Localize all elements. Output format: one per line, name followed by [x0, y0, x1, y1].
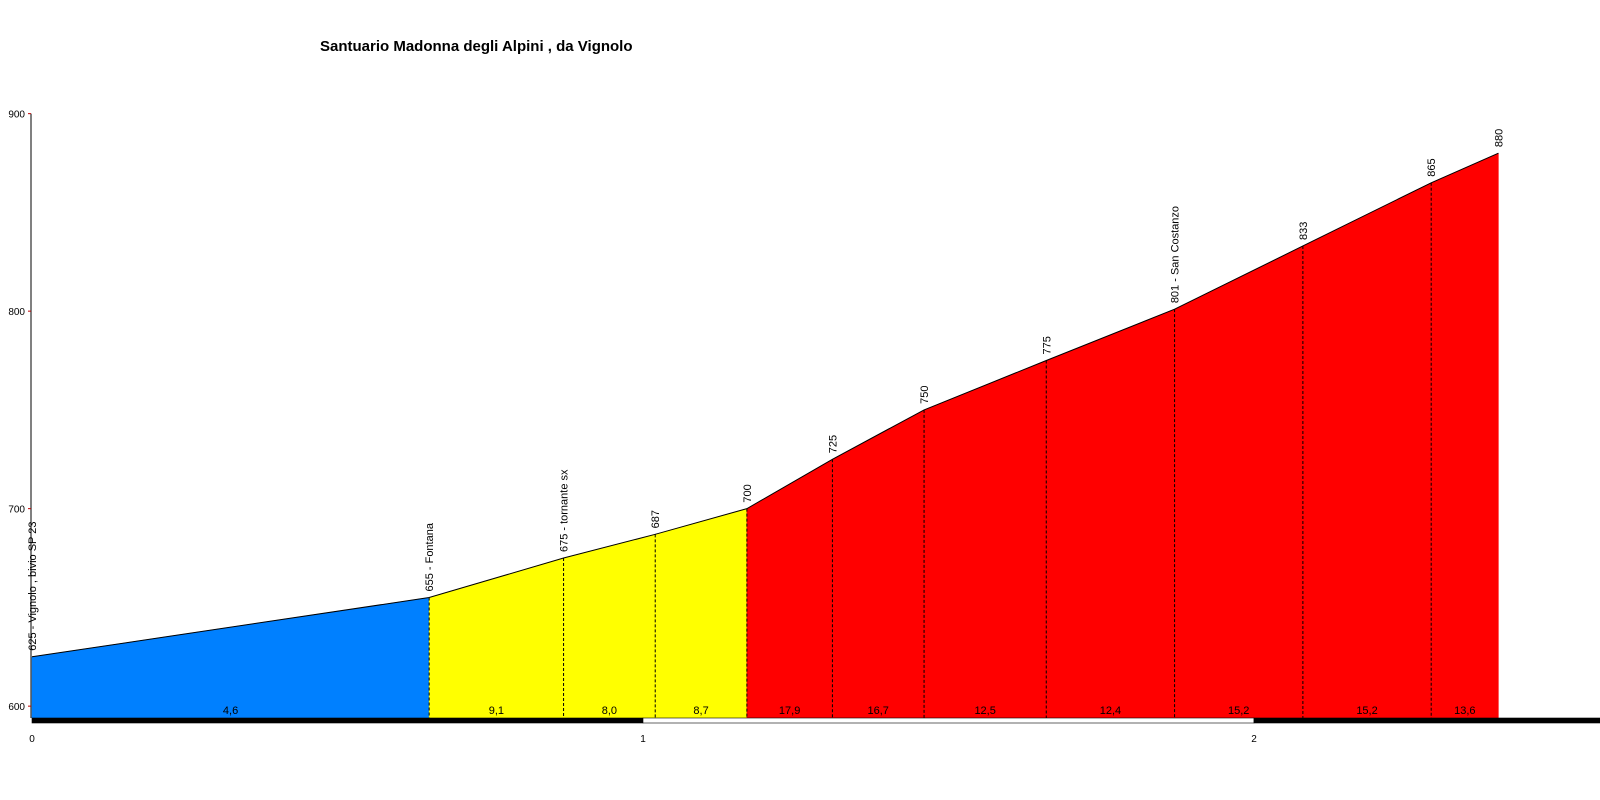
elevation-point-label: 750	[919, 386, 931, 404]
segment-area	[1430, 152, 1499, 719]
elevation-point-label: 725	[827, 435, 839, 453]
elevation-point-label: 687	[650, 510, 662, 528]
x-axis-scale-bar	[1253, 717, 1600, 724]
segment-area	[746, 458, 833, 719]
gradient-label: 12,4	[1100, 705, 1121, 717]
segment-area	[428, 557, 564, 719]
gradient-label: 13,6	[1454, 705, 1475, 717]
gradient-label: 8,0	[602, 705, 617, 717]
y-tick-label: 600	[8, 702, 25, 713]
elevation-point-label: 700	[742, 484, 754, 502]
x-tick-label: 2	[1251, 734, 1257, 745]
y-tick-label: 700	[8, 505, 25, 516]
x-axis-scale-bar	[31, 717, 644, 724]
y-tick-label: 800	[8, 307, 25, 318]
segment-area	[1302, 182, 1432, 719]
elevation-point-label: 775	[1041, 336, 1053, 354]
segment-area	[563, 534, 656, 719]
x-tick-label: 1	[640, 734, 646, 745]
segment-area	[923, 360, 1047, 719]
segment-area	[654, 508, 748, 719]
elevation-point-label: 880	[1493, 129, 1505, 147]
gradient-label: 9,1	[489, 705, 504, 717]
x-axis-scale-bar	[642, 717, 1255, 724]
gradient-label: 4,6	[223, 705, 238, 717]
y-tick-label: 900	[8, 110, 25, 121]
segment-area	[1174, 245, 1304, 719]
elevation-point-label: 655 - Fontana	[424, 522, 436, 591]
gradient-label: 15,2	[1228, 705, 1249, 717]
elevation-point-label: 675 - tornante sx	[559, 469, 571, 552]
gradient-label: 12,5	[974, 705, 995, 717]
chart-title: Santuario Madonna degli Alpini , da Vign…	[320, 38, 633, 55]
profile-line	[31, 152, 1499, 658]
gradient-labels: 4,6 9,1 8,0 8,7 17,9 16,7 12,5 12,4 15,2 15,2 13,6	[223, 705, 1476, 717]
elevation-point-label: 625 - Vignolo , bivio SP 23	[27, 522, 39, 651]
segment-area	[832, 409, 925, 719]
x-tick-label: 0	[29, 734, 35, 745]
profile-outline	[31, 152, 1499, 658]
segment-area	[31, 597, 430, 719]
segment-area	[1046, 308, 1175, 719]
elevation-point-label: 801 - San Costanzo	[1170, 206, 1182, 303]
elevation-point-label: 833	[1298, 222, 1310, 240]
point-labels: 625 - Vignolo , bivio SP 23 655 - Fontana…	[27, 129, 1505, 651]
gradient-label: 8,7	[693, 705, 708, 717]
gradient-label: 15,2	[1356, 705, 1377, 717]
segment-dividers	[428, 182, 1432, 718]
segment-areas	[31, 152, 1499, 719]
gradient-label: 16,7	[868, 705, 889, 717]
gradient-label: 17,9	[779, 705, 800, 717]
axes: 600 700 800 900 0 1 2	[8, 110, 1600, 745]
elevation-point-label: 865	[1426, 158, 1438, 176]
